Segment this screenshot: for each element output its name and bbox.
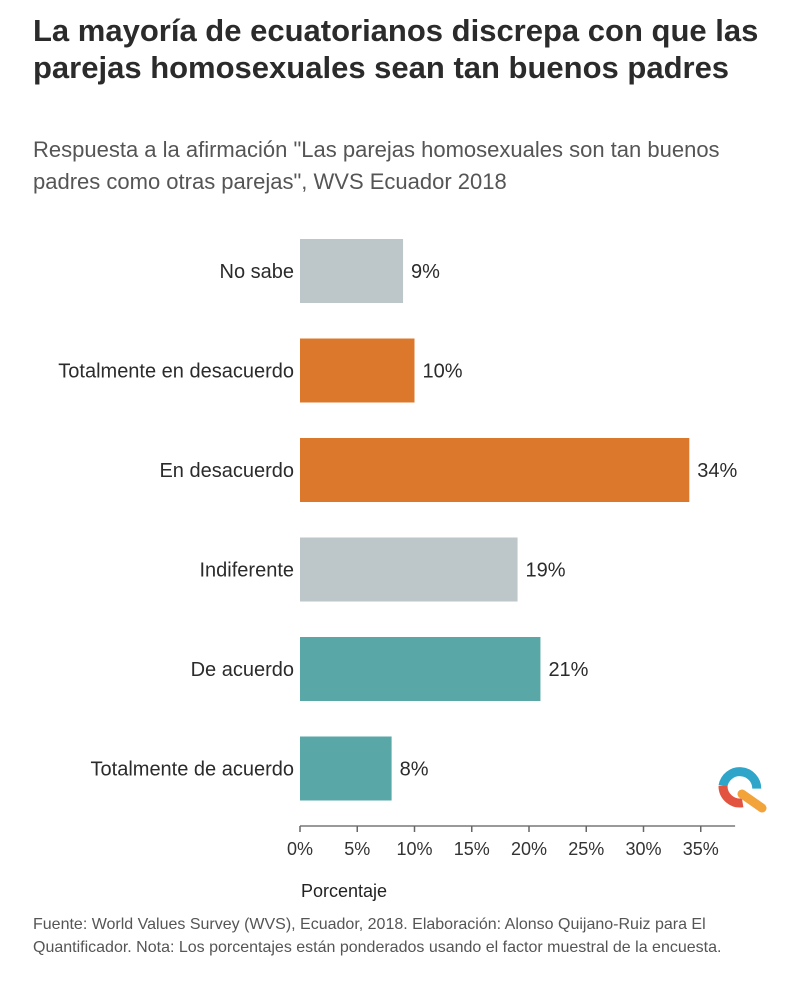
category-label: De acuerdo bbox=[191, 659, 294, 681]
x-tick-label: 35% bbox=[683, 839, 719, 859]
value-label: 9% bbox=[411, 261, 440, 283]
value-label: 19% bbox=[526, 560, 566, 582]
source-note: Fuente: World Values Survey (WVS), Ecuad… bbox=[33, 916, 722, 956]
logo-tail bbox=[737, 789, 767, 813]
bar bbox=[300, 338, 415, 403]
x-axis-title: Porcentaje bbox=[301, 881, 387, 901]
bar bbox=[300, 537, 518, 602]
value-label: 34% bbox=[697, 460, 737, 482]
bar bbox=[300, 637, 541, 701]
logo-arc bbox=[718, 767, 762, 790]
chart-title: La mayoría de ecuatorianos discrepa con … bbox=[33, 13, 759, 85]
category-label: Totalmente de acuerdo bbox=[91, 759, 294, 781]
logo-arc bbox=[718, 785, 744, 808]
x-tick-label: 10% bbox=[396, 839, 432, 859]
bar bbox=[300, 438, 690, 502]
value-label: 21% bbox=[548, 659, 588, 681]
bar-chart: No sabe 9% Totalmente en desacuerdo 10% En d… bbox=[58, 239, 767, 901]
el-quantificador-logo bbox=[718, 767, 767, 813]
value-label: 8% bbox=[400, 759, 429, 781]
x-tick-label: 25% bbox=[568, 839, 604, 859]
x-tick-label: 15% bbox=[454, 839, 490, 859]
chart-subtitle: Respuesta a la afirmación "Las parejas h… bbox=[33, 137, 720, 194]
category-label: Totalmente en desacuerdo bbox=[58, 361, 294, 383]
x-tick-label: 0% bbox=[287, 839, 313, 859]
x-tick-label: 20% bbox=[511, 839, 547, 859]
bar bbox=[300, 239, 404, 303]
value-label: 10% bbox=[423, 361, 463, 383]
category-label: En desacuerdo bbox=[159, 460, 294, 482]
category-label: Indiferente bbox=[199, 560, 294, 582]
bar bbox=[300, 736, 392, 801]
x-tick-label: 30% bbox=[625, 839, 661, 859]
category-label: No sabe bbox=[220, 261, 295, 283]
x-tick-label: 5% bbox=[344, 839, 370, 859]
